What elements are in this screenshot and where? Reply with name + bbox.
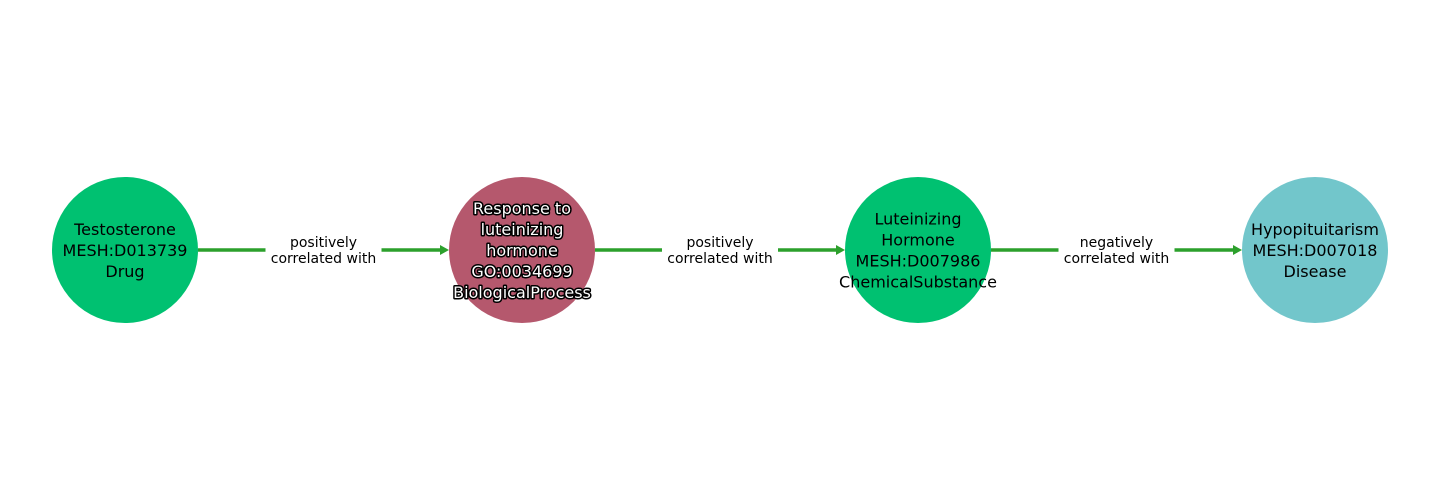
node-label-line: MESH:D007986 bbox=[856, 252, 981, 271]
node-label-line: Drug bbox=[105, 262, 144, 281]
node-label-line: MESH:D007018 bbox=[1253, 241, 1378, 260]
node-label-line: Hypopituitarism bbox=[1251, 220, 1379, 239]
node-label-line: hormone bbox=[486, 241, 558, 260]
node-label-line: Hormone bbox=[881, 231, 954, 250]
node-circle[interactable] bbox=[845, 177, 991, 323]
edge-label-line: correlated with bbox=[667, 251, 772, 267]
node-3[interactable]: Hypopituitarism MESH:D007018 Disease bbox=[1242, 177, 1388, 323]
node-label-line: Disease bbox=[1284, 262, 1347, 281]
edge-label-line: negatively bbox=[1080, 235, 1153, 251]
node-circle[interactable] bbox=[1242, 177, 1388, 323]
node-1[interactable]: Response to luteinizing hormone GO:0034699 B… bbox=[449, 177, 595, 323]
arrowhead-icon bbox=[1233, 245, 1242, 255]
node-label-line: BiologicalProcess bbox=[453, 283, 591, 302]
arrowhead-icon bbox=[440, 245, 449, 255]
nodes-layer: Testosterone MESH:D013739 Drug Response to l… bbox=[52, 177, 1388, 323]
edge-label-line: positively bbox=[686, 235, 753, 251]
node-label-line: luteinizing bbox=[481, 220, 564, 239]
node-label-line: Testosterone bbox=[73, 220, 176, 239]
edge-label-line: positively bbox=[290, 235, 357, 251]
node-circle[interactable] bbox=[52, 177, 198, 323]
node-2[interactable]: Luteinizing Hormone MESH:D007986 ChemicalSu… bbox=[839, 177, 997, 323]
node-label-line: Luteinizing bbox=[874, 210, 961, 229]
node-label-line: Response to bbox=[473, 199, 571, 218]
node-label-line: MESH:D013739 bbox=[63, 241, 188, 260]
node-circle[interactable] bbox=[449, 177, 595, 323]
node-label-line: GO:0034699 bbox=[471, 262, 572, 281]
arrowhead-icon bbox=[836, 245, 845, 255]
edge-label-line: correlated with bbox=[1064, 251, 1169, 267]
edge-label-line: correlated with bbox=[271, 251, 376, 267]
node-0[interactable]: Testosterone MESH:D013739 Drug bbox=[52, 177, 198, 323]
node-label-line: ChemicalSubstance bbox=[839, 273, 997, 292]
